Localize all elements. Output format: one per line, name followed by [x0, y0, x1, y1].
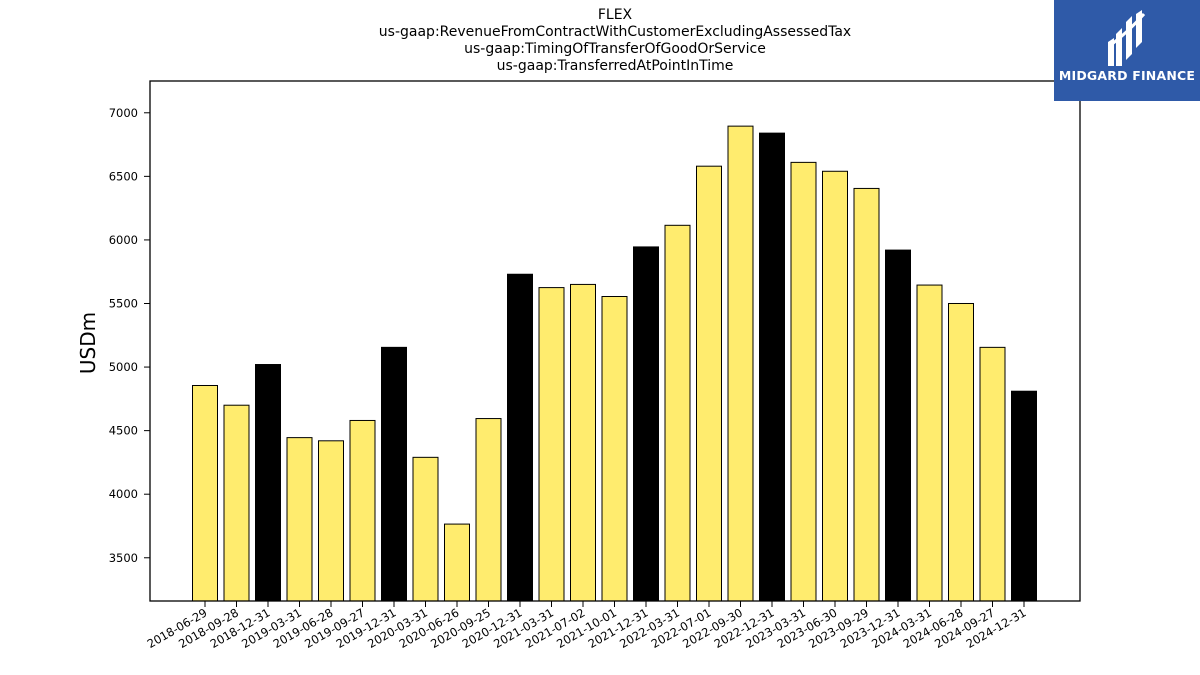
bar-2024-12-31	[1011, 390, 1037, 602]
bar-2021-03-31	[538, 287, 565, 602]
y-tick-label: 5000	[109, 360, 138, 374]
bar-2021-12-31	[633, 246, 659, 602]
bar-2020-06-26	[444, 523, 470, 602]
bar-2019-06-28	[318, 440, 344, 602]
bar-2022-03-31	[664, 224, 691, 602]
y-tick-label: 6500	[109, 169, 138, 183]
bar-2024-03-31	[916, 284, 943, 602]
logo-text: MIDGARD FINANCE	[1058, 68, 1196, 83]
y-tick-label: 7000	[109, 106, 138, 120]
logo-mark-icon	[1108, 10, 1146, 66]
bar-2020-12-31	[507, 273, 533, 602]
bar-2021-07-02	[570, 283, 596, 602]
midgard-finance-logo: MIDGARD FINANCE	[1054, 0, 1200, 101]
chart-title-line: us-gaap:TimingOfTransferOfGoodOrService	[464, 41, 766, 57]
bar-2022-07-01	[696, 165, 722, 602]
x-axis: 2018-06-292018-09-282018-12-312019-03-31…	[145, 601, 1029, 651]
chart-title-line: FLEX	[597, 7, 633, 23]
y-tick-label: 5500	[109, 296, 138, 310]
y-tick-label: 4500	[109, 424, 138, 438]
bar-2023-03-31	[790, 161, 817, 602]
chart-title: FLEX us-gaap:RevenueFromContractWithCust…	[150, 7, 1080, 75]
bar-2019-09-27	[349, 419, 376, 602]
bar-2020-03-31	[412, 456, 439, 602]
bar-2018-06-29	[192, 384, 218, 602]
y-axis-label: USDm	[76, 312, 100, 374]
bar-2024-06-28	[948, 302, 974, 602]
bar-2024-09-27	[979, 346, 1006, 602]
bar-2019-03-31	[286, 437, 313, 602]
chart-title-line: us-gaap:TransferredAtPointInTime	[496, 58, 734, 74]
bar-2018-09-28	[223, 404, 250, 602]
y-tick-label: 4000	[109, 487, 138, 501]
y-tick-label: 6000	[109, 233, 138, 247]
bar-2023-12-31	[885, 249, 911, 602]
bar-2021-10-01	[601, 296, 628, 602]
bar-2020-09-25	[475, 418, 502, 602]
y-axis: 3500 4000 4500 5000 5500 6000 6500 7000	[109, 106, 150, 565]
chart-title-line: us-gaap:RevenueFromContractWithCustomerE…	[378, 24, 852, 40]
bar-2019-12-31	[381, 346, 407, 602]
bar-2023-09-29	[853, 187, 880, 602]
bar-2022-09-30	[727, 125, 754, 602]
bar-2023-06-30	[822, 170, 848, 602]
y-tick-label: 3500	[109, 551, 138, 565]
bar-2022-12-31	[759, 132, 785, 602]
bar-2018-12-31	[255, 364, 281, 602]
bars	[192, 125, 1037, 602]
